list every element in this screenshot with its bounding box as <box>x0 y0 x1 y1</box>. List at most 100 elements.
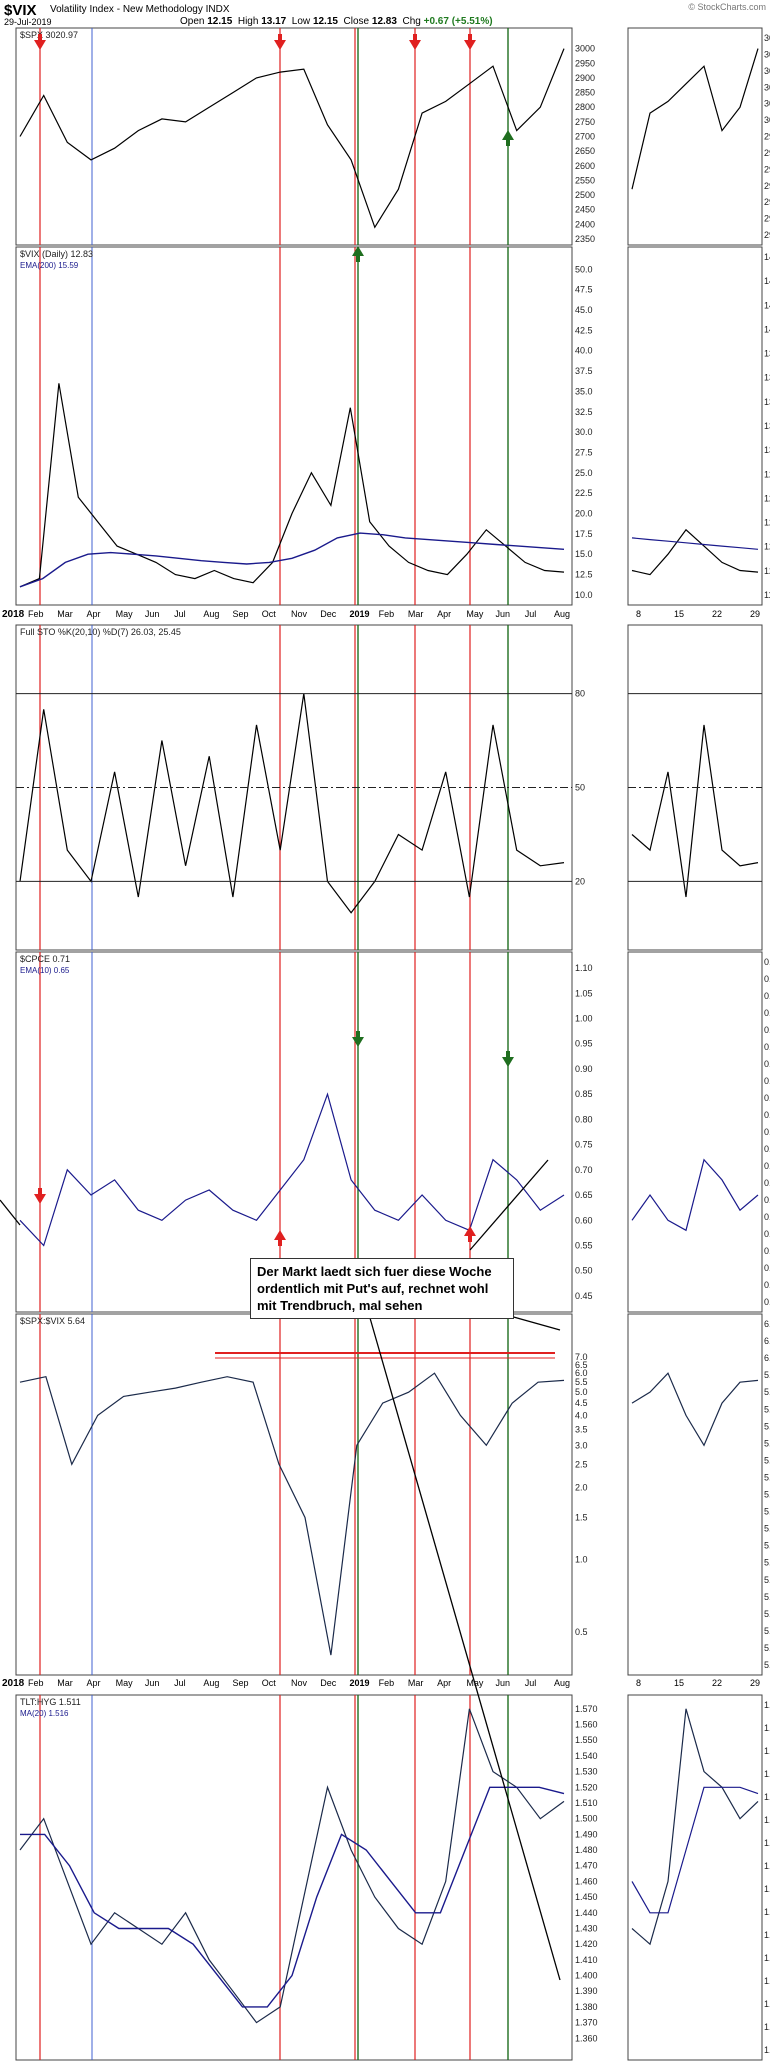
y-tick-label: 1.510 <box>575 1798 598 1808</box>
x-tick-label: May <box>466 1678 484 1688</box>
y-tick-label: 2350 <box>575 234 595 244</box>
close-value: 12.83 <box>371 16 397 27</box>
right-series-line <box>631 528 759 576</box>
right-y-tick-label: 1.5300 <box>764 1746 770 1756</box>
y-tick-label: 1.400 <box>575 1971 598 1981</box>
y-tick-label: 2450 <box>575 205 595 215</box>
x-tick-label: May <box>466 609 484 619</box>
x-tick-label: Mar <box>57 609 73 619</box>
right-y-tick-label: 2965 <box>764 230 770 240</box>
right-x-tick-label: 8 <box>636 1678 641 1688</box>
y-tick-label: 0.95 <box>575 1039 593 1049</box>
panel-frame <box>15 27 573 246</box>
right-y-tick-label: 6.05 <box>764 1336 770 1346</box>
symbol-description: Volatility Index - New Methodology INDX <box>50 4 230 15</box>
panel-legend-secondary: EMA(200) 15.59 <box>20 261 79 270</box>
y-tick-label: 1.460 <box>575 1876 598 1886</box>
y-tick-label: 80 <box>575 689 585 699</box>
right-y-tick-label: 1.5050 <box>764 1976 770 1986</box>
x-tick-label: Jun <box>496 1678 511 1688</box>
right-y-tick-label: 0.610 <box>764 1127 770 1137</box>
y-tick-label: 1.540 <box>575 1751 598 1761</box>
right-y-tick-label: 0.540 <box>764 1246 770 1256</box>
x-tick-label: Feb <box>379 1678 395 1688</box>
right-x-tick-label: 22 <box>712 609 722 619</box>
y-tick-label: 3.5 <box>575 1424 588 1434</box>
x-tick-label: Jul <box>525 609 537 619</box>
y-tick-label: 32.5 <box>575 407 593 417</box>
right-y-tick-label: 14.4 <box>764 276 770 286</box>
panel-frame <box>15 1694 573 2061</box>
signal-arrow <box>34 34 46 50</box>
y-tick-label: 1.0 <box>575 1555 588 1565</box>
right-y-tick-label: 1.5350 <box>764 1700 770 1710</box>
y-tick-label: 1.520 <box>575 1782 598 1792</box>
right-y-tick-label: 0.680 <box>764 1008 770 1018</box>
y-tick-label: 2850 <box>575 88 595 98</box>
x-tick-label: Sep <box>233 1678 249 1688</box>
right-x-tick-label: 8 <box>636 609 641 619</box>
y-tick-label: 1.440 <box>575 1908 598 1918</box>
right-y-tick-label: 0.670 <box>764 1025 770 1035</box>
right-y-tick-label: 0.520 <box>764 1280 770 1290</box>
y-tick-label: 0.90 <box>575 1064 593 1074</box>
signal-arrow <box>464 34 476 50</box>
y-tick-label: 2900 <box>575 73 595 83</box>
x-tick-label: Dec <box>320 1678 337 1688</box>
y-tick-label: 1.470 <box>575 1861 598 1871</box>
y-tick-label: 1.05 <box>575 988 593 998</box>
y-tick-label: 0.75 <box>575 1140 593 1150</box>
x-tick-label: Aug <box>554 1678 570 1688</box>
x-tick-label: Feb <box>379 609 395 619</box>
y-tick-label: 0.80 <box>575 1114 593 1124</box>
y-tick-label: 1.390 <box>575 1986 598 1996</box>
y-tick-label: 1.530 <box>575 1767 598 1777</box>
right-y-tick-label: 0.650 <box>764 1059 770 1069</box>
signal-arrow <box>502 130 514 146</box>
x-tick-label: 2019 <box>349 609 369 619</box>
right-y-tick-label: 2975 <box>764 197 770 207</box>
right-y-tick-label: 3025 <box>764 33 770 43</box>
right-y-tick-label: 0.660 <box>764 1042 770 1052</box>
y-tick-label: 50 <box>575 783 585 793</box>
right-y-tick-label: 5.35 <box>764 1575 770 1585</box>
right-panel-frame <box>627 1313 763 1676</box>
right-y-tick-label: 5.95 <box>764 1370 770 1380</box>
y-tick-label: 35.0 <box>575 386 593 396</box>
x-tick-label: Nov <box>291 1678 308 1688</box>
y-tick-label: 2.0 <box>575 1483 588 1493</box>
annotation-pointer <box>469 1159 549 1251</box>
right-x-tick-label: 22 <box>712 1678 722 1688</box>
y-tick-label: 2650 <box>575 146 595 156</box>
right-y-tick-label: 0.700 <box>764 974 770 984</box>
right-y-tick-label: 1.5175 <box>764 1861 770 1871</box>
high-value: 13.17 <box>261 16 287 27</box>
right-y-tick-label: 2995 <box>764 132 770 142</box>
y-tick-label: 2.5 <box>575 1459 588 1469</box>
y-tick-label: 5.0 <box>575 1387 588 1397</box>
panel-legend: $CPCE 0.71 <box>20 954 70 964</box>
y-tick-label: 0.55 <box>575 1240 593 1250</box>
y-tick-label: 3000 <box>575 44 595 54</box>
x-tick-label: Jul <box>174 1678 186 1688</box>
panel-legend-secondary: EMA(10) 0.65 <box>20 966 70 975</box>
right-y-tick-label: 0.570 <box>764 1195 770 1205</box>
y-tick-label: 47.5 <box>575 285 593 295</box>
y-tick-label: 30.0 <box>575 427 593 437</box>
right-y-tick-label: 0.600 <box>764 1144 770 1154</box>
x-year-label: 2018 <box>2 1678 25 1689</box>
right-y-tick-label: 14.0 <box>764 324 770 334</box>
right-x-tick-label: 15 <box>674 609 684 619</box>
right-series-line <box>631 724 759 898</box>
signal-arrow <box>352 1031 364 1047</box>
right-y-tick-label: 1.5275 <box>764 1769 770 1779</box>
panel-legend: $SPX 3020.97 <box>20 30 78 40</box>
right-y-tick-label: 5.85 <box>764 1404 770 1414</box>
x-tick-label: May <box>116 1678 134 1688</box>
y-tick-label: 1.560 <box>575 1720 598 1730</box>
right-y-tick-label: 6.00 <box>764 1353 770 1363</box>
y-tick-label: 1.5 <box>575 1512 588 1522</box>
x-tick-label: Jul <box>525 1678 537 1688</box>
y-tick-label: 15.0 <box>575 549 593 559</box>
